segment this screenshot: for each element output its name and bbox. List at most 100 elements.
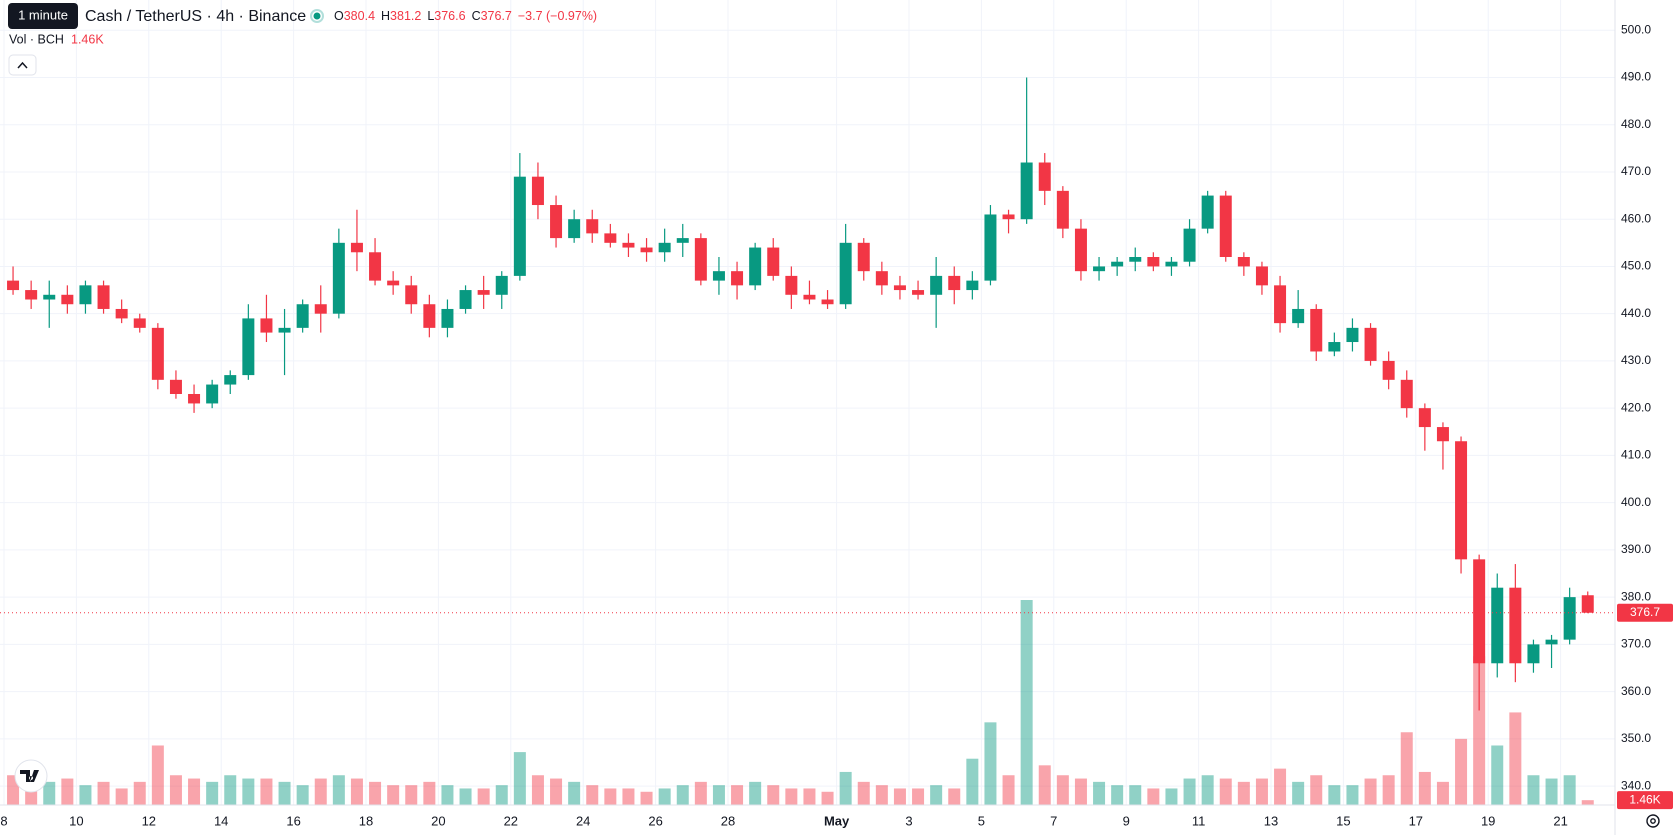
ohlc-value: 380.4 xyxy=(344,9,375,23)
y-tick-label: 480.0 xyxy=(1621,117,1651,131)
x-tick-label: 3 xyxy=(905,813,912,828)
collapse-button[interactable] xyxy=(8,54,37,76)
ohlc-value: 381.2 xyxy=(390,9,421,23)
candle-body xyxy=(61,294,74,305)
volume-bar xyxy=(912,788,925,805)
candle-body xyxy=(1129,256,1142,262)
volume-bar xyxy=(1093,781,1106,805)
candle-body xyxy=(1056,190,1069,229)
volume-label: 1.46K xyxy=(1629,792,1660,806)
candle-body xyxy=(785,275,798,295)
volume-bar xyxy=(441,785,454,805)
settings-icon[interactable] xyxy=(1646,814,1660,828)
volume-bar xyxy=(1002,775,1015,805)
y-tick-label: 380.0 xyxy=(1621,589,1651,603)
volume-bar xyxy=(586,785,599,805)
volume-bar xyxy=(640,791,653,805)
grid xyxy=(0,0,1615,805)
volume-bar xyxy=(1509,712,1522,805)
y-tick-label: 490.0 xyxy=(1621,70,1651,84)
candle-body xyxy=(1545,639,1558,645)
candle-body xyxy=(839,242,852,305)
x-tick-label: 9 xyxy=(1123,813,1130,828)
candle-body xyxy=(314,304,327,314)
candle-body xyxy=(803,294,816,300)
candle-body xyxy=(405,285,418,305)
volume-bar xyxy=(767,785,780,805)
y-tick-label: 420.0 xyxy=(1621,400,1651,414)
candle-body xyxy=(857,242,870,272)
candle-body xyxy=(242,318,255,376)
candle-body xyxy=(115,308,128,319)
volume-bar xyxy=(785,788,798,805)
symbol-title[interactable]: Cash / TetherUS · 4h · Binance xyxy=(85,8,306,25)
volume-bar xyxy=(242,778,255,805)
volume-bar xyxy=(188,778,201,805)
candle-body xyxy=(875,271,888,286)
last-price-label: 376.7 xyxy=(1630,605,1660,619)
candle-body xyxy=(79,285,92,305)
candle-body xyxy=(984,214,997,281)
x-tick-label: 20 xyxy=(431,813,445,828)
volume-bar xyxy=(224,775,237,805)
volume-bar xyxy=(1527,775,1540,805)
volume-bar xyxy=(984,722,997,805)
candle-body xyxy=(694,238,707,281)
volume-bar xyxy=(1436,781,1449,805)
candle-body xyxy=(1274,285,1287,324)
logo-mark xyxy=(20,770,39,782)
candle-body xyxy=(1292,308,1305,324)
candle-body xyxy=(1436,427,1449,442)
volume-bar xyxy=(260,778,273,805)
volume-bar xyxy=(1165,788,1178,805)
candles xyxy=(7,77,1594,711)
change-value: −3.7 (−0.97%) xyxy=(518,9,597,23)
volume-bar xyxy=(61,778,74,805)
volume-bar xyxy=(405,785,418,805)
volume-bar xyxy=(1545,778,1558,805)
volume-bar xyxy=(1074,778,1087,805)
volume-bar xyxy=(1364,778,1377,805)
volume-bar xyxy=(79,785,92,805)
volume-bar xyxy=(1147,788,1160,805)
candle-body xyxy=(1563,597,1576,640)
candle-body xyxy=(1237,256,1250,267)
volume-pane xyxy=(7,600,1594,805)
candle-body xyxy=(1183,228,1196,262)
tv-logo[interactable] xyxy=(14,759,48,793)
volume-bar xyxy=(676,785,689,805)
x-tick-label: May xyxy=(824,813,850,828)
candle-body xyxy=(369,252,382,281)
volume-bar xyxy=(7,775,20,805)
volume-bar xyxy=(1038,765,1051,805)
candle-body xyxy=(1038,162,1051,191)
candle-body xyxy=(441,308,454,328)
candle-body xyxy=(25,290,38,300)
volume-bar xyxy=(314,778,327,805)
volume-bar xyxy=(948,788,961,805)
candle-body xyxy=(332,242,345,314)
ohlc-key: O xyxy=(334,9,344,23)
y-tick-label: 360.0 xyxy=(1621,684,1651,698)
gear-outer xyxy=(1646,814,1660,828)
candle-body xyxy=(1219,195,1232,257)
candle-body xyxy=(1491,587,1504,664)
ohlc-legend: O380.4 H381.2 L376.6 C376.7 −3.7 (−0.97%) xyxy=(334,9,597,23)
x-tick-label: 17 xyxy=(1409,813,1423,828)
y-tick-label: 470.0 xyxy=(1621,164,1651,178)
volume-bar xyxy=(1328,785,1341,805)
volume-bar xyxy=(1455,738,1468,805)
ohlc-value: 376.6 xyxy=(434,9,465,23)
volume-bar xyxy=(749,781,762,805)
volume-bar xyxy=(495,785,508,805)
candle-body xyxy=(278,327,291,333)
candle-body xyxy=(1111,261,1124,267)
x-tick-label: 7 xyxy=(1050,813,1057,828)
volume-bar xyxy=(604,788,617,805)
volume-label-box xyxy=(1617,791,1673,810)
volume-bar xyxy=(966,758,979,805)
candle-body xyxy=(531,176,544,206)
